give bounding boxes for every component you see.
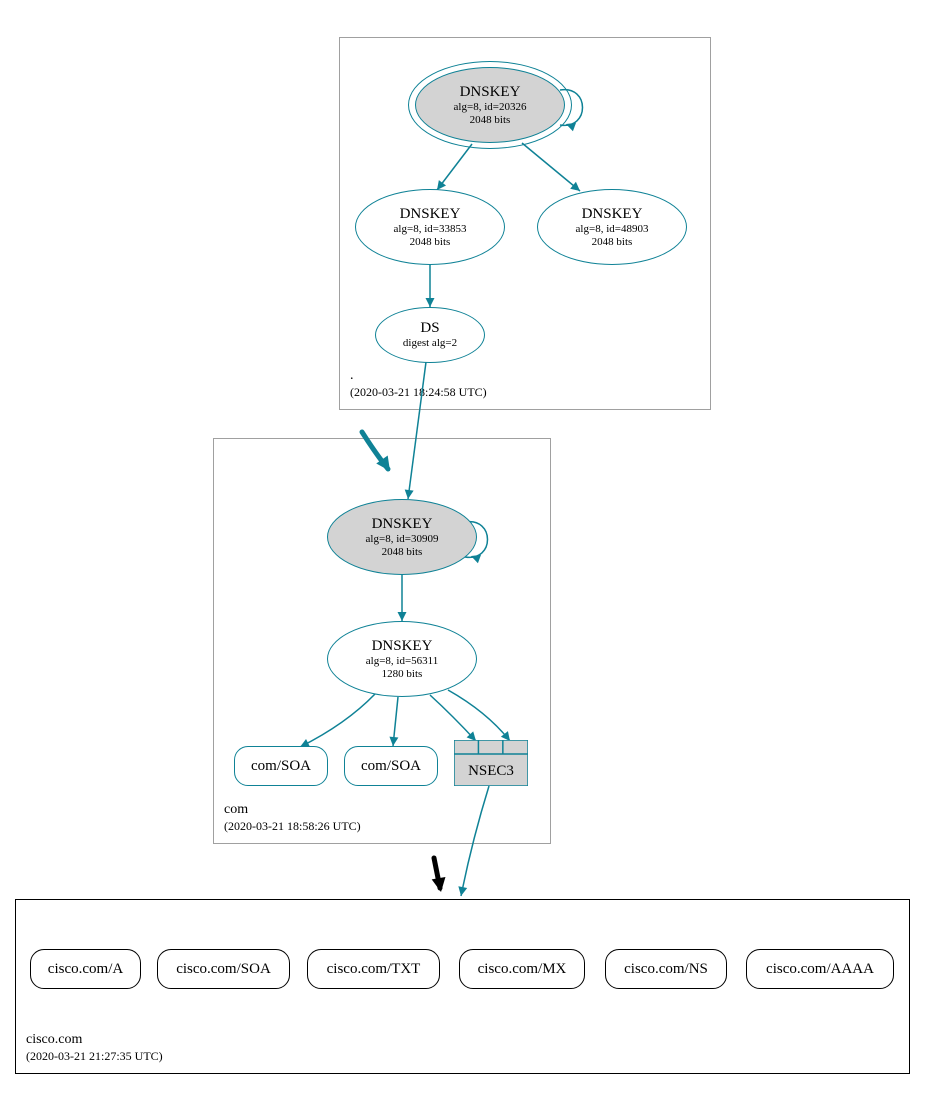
- cisco-soa-label: cisco.com/SOA: [176, 961, 271, 978]
- cisco-txt-label: cisco.com/TXT: [327, 961, 421, 978]
- com-soa-1-label: com/SOA: [251, 758, 311, 775]
- root-ksk-alg: alg=8, id=20326: [454, 101, 527, 114]
- root-zsk2-bits: 2048 bits: [592, 236, 633, 249]
- root-ds: DS digest alg=2: [375, 307, 485, 363]
- com-ksk-dnskey: DNSKEY alg=8, id=30909 2048 bits: [327, 499, 477, 575]
- root-zsk2-alg: alg=8, id=48903: [576, 223, 649, 236]
- root-ds-title: DS: [420, 320, 439, 337]
- svg-text:NSEC3: NSEC3: [468, 763, 514, 779]
- cisco-soa: cisco.com/SOA: [157, 949, 290, 989]
- root-zsk1-bits: 2048 bits: [410, 236, 451, 249]
- root-zsk1-alg: alg=8, id=33853: [394, 223, 467, 236]
- cisco-a-label: cisco.com/A: [48, 961, 123, 978]
- com-ksk-bits: 2048 bits: [382, 546, 423, 559]
- zone-root-label: . (2020-03-21 18:24:58 UTC): [350, 367, 487, 401]
- zone-cisco-label: cisco.com (2020-03-21 21:27:35 UTC): [26, 1031, 163, 1065]
- root-ksk-bits: 2048 bits: [470, 114, 511, 127]
- zone-com-label: com (2020-03-21 18:58:26 UTC): [224, 801, 361, 835]
- com-zsk-bits: 1280 bits: [382, 668, 423, 681]
- zone-cisco-name: cisco.com: [26, 1031, 163, 1049]
- com-soa-1: com/SOA: [234, 746, 328, 786]
- root-zsk2-title: DNSKEY: [582, 206, 643, 223]
- cisco-mx: cisco.com/MX: [459, 949, 585, 989]
- cisco-mx-label: cisco.com/MX: [478, 961, 567, 978]
- cisco-txt: cisco.com/TXT: [307, 949, 440, 989]
- zone-cisco-ts: (2020-03-21 21:27:35 UTC): [26, 1049, 163, 1065]
- com-zsk-title: DNSKEY: [372, 638, 433, 655]
- zone-root-name: .: [350, 367, 487, 385]
- cisco-a: cisco.com/A: [30, 949, 141, 989]
- cisco-ns-label: cisco.com/NS: [624, 961, 708, 978]
- com-zsk-dnskey: DNSKEY alg=8, id=56311 1280 bits: [327, 621, 477, 697]
- dnssec-diagram: . (2020-03-21 18:24:58 UTC) com (2020-03…: [0, 0, 925, 1094]
- com-ksk-title: DNSKEY: [372, 516, 433, 533]
- cisco-aaaa-label: cisco.com/AAAA: [766, 961, 874, 978]
- root-ds-alg: digest alg=2: [403, 337, 457, 350]
- zone-com-name: com: [224, 801, 361, 819]
- cisco-aaaa: cisco.com/AAAA: [746, 949, 894, 989]
- root-zsk1-dnskey: DNSKEY alg=8, id=33853 2048 bits: [355, 189, 505, 265]
- com-soa-2: com/SOA: [344, 746, 438, 786]
- cisco-ns: cisco.com/NS: [605, 949, 727, 989]
- com-soa-2-label: com/SOA: [361, 758, 421, 775]
- root-zsk1-title: DNSKEY: [400, 206, 461, 223]
- root-ksk-title: DNSKEY: [460, 84, 521, 101]
- com-nsec3: NSEC3: [454, 740, 528, 786]
- zone-root-ts: (2020-03-21 18:24:58 UTC): [350, 385, 487, 401]
- com-ksk-alg: alg=8, id=30909: [366, 533, 439, 546]
- com-zsk-alg: alg=8, id=56311: [366, 655, 439, 668]
- root-zsk2-dnskey: DNSKEY alg=8, id=48903 2048 bits: [537, 189, 687, 265]
- zone-com-ts: (2020-03-21 18:58:26 UTC): [224, 819, 361, 835]
- root-ksk-dnskey: DNSKEY alg=8, id=20326 2048 bits: [415, 67, 565, 143]
